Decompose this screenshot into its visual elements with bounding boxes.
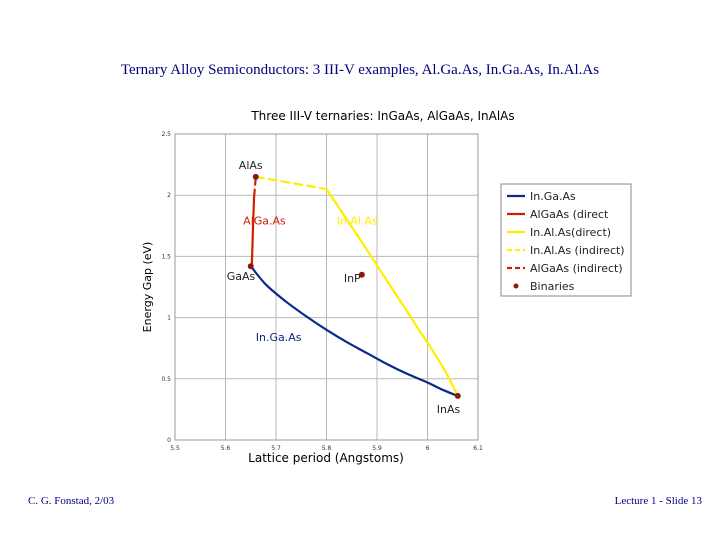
x-tick-label: 5.9 (372, 445, 382, 452)
binary-label-inp: InP (344, 272, 361, 285)
x-axis-label: Lattice period (Angstoms) (248, 451, 404, 465)
binary-point-inp (358, 271, 365, 278)
legend-box (500, 183, 632, 297)
footer-slide-number: Lecture 1 - Slide 13 (614, 495, 702, 507)
series-line-in-al-as-direct (325, 187, 459, 398)
x-tick-label: 5.5 (170, 445, 180, 452)
series-line-in-al-as-indirect (254, 175, 328, 191)
binary-point-inas (454, 392, 461, 399)
y-tick-label: 1 (167, 315, 171, 322)
chart-legend: In.Ga.As AlGaAs (direct In.Al.As(direct) In… (500, 183, 632, 297)
x-tick-label: 6 (426, 445, 430, 452)
binary-point-gaas (247, 263, 254, 270)
y-tick-label: 0.5 (161, 376, 171, 383)
x-tick-label: 5.7 (271, 445, 281, 452)
binary-label-inas: InAs (437, 403, 461, 416)
slide-title: Ternary Alloy Semiconductors: 3 III-V ex… (120, 62, 600, 78)
legend-label-algaas-indirect: AlGaAs (indirect) (530, 262, 623, 275)
y-tick-label: 2 (167, 192, 171, 199)
x-tick-label: 5.8 (322, 445, 332, 452)
legend-label-in-ga-as: In.Ga.As (530, 190, 576, 203)
series-line-algaas-direct (250, 196, 256, 268)
chart-annotations: AlGa.As In.Al.As In.Ga.As (243, 215, 378, 344)
binary-point-alas (252, 173, 259, 180)
y-axis-label: Energy Gap (eV) (141, 242, 154, 333)
legend-label-in-al-as-direct: In.Al.As(direct) (530, 226, 611, 239)
plot-frame (174, 133, 479, 441)
annotation-1: In.Al.As (337, 215, 378, 228)
footer-author: C. G. Fonstad, 2/03 (28, 495, 115, 507)
annotation-0: AlGa.As (243, 215, 286, 228)
x-tick-label: 5.6 (221, 445, 231, 452)
binary-points: AlAs GaAs InP InAs (227, 159, 461, 416)
y-tick-label: 0 (167, 437, 171, 444)
legend-swatch-binaries (513, 283, 519, 289)
series-line-in-ga-as (249, 265, 459, 398)
legend-label-algaas-direct: AlGaAs (direct (530, 208, 609, 221)
y-tick-label: 2.5 (161, 131, 171, 138)
annotation-2: In.Ga.As (256, 331, 302, 344)
x-tick-label: 6.1 (473, 445, 483, 452)
axis-ticks: 5.5 5.6 5.7 5.8 5.9 6 6.1 0 0.5 1 1.5 2 2.5 (161, 131, 482, 452)
binary-label-gaas: GaAs (227, 270, 256, 283)
binary-label-alas: AlAs (239, 159, 263, 172)
chart-grid (174, 133, 479, 441)
y-tick-label: 1.5 (161, 253, 171, 260)
legend-label-in-al-as-indirect: In.Al.As (indirect) (530, 244, 625, 257)
chart-series (249, 175, 459, 398)
series-line-algaas-indirect (252, 175, 257, 199)
legend-label-binaries: Binaries (530, 280, 575, 293)
chart-title: Three III-V ternaries: InGaAs, AlGaAs, I… (250, 109, 514, 123)
